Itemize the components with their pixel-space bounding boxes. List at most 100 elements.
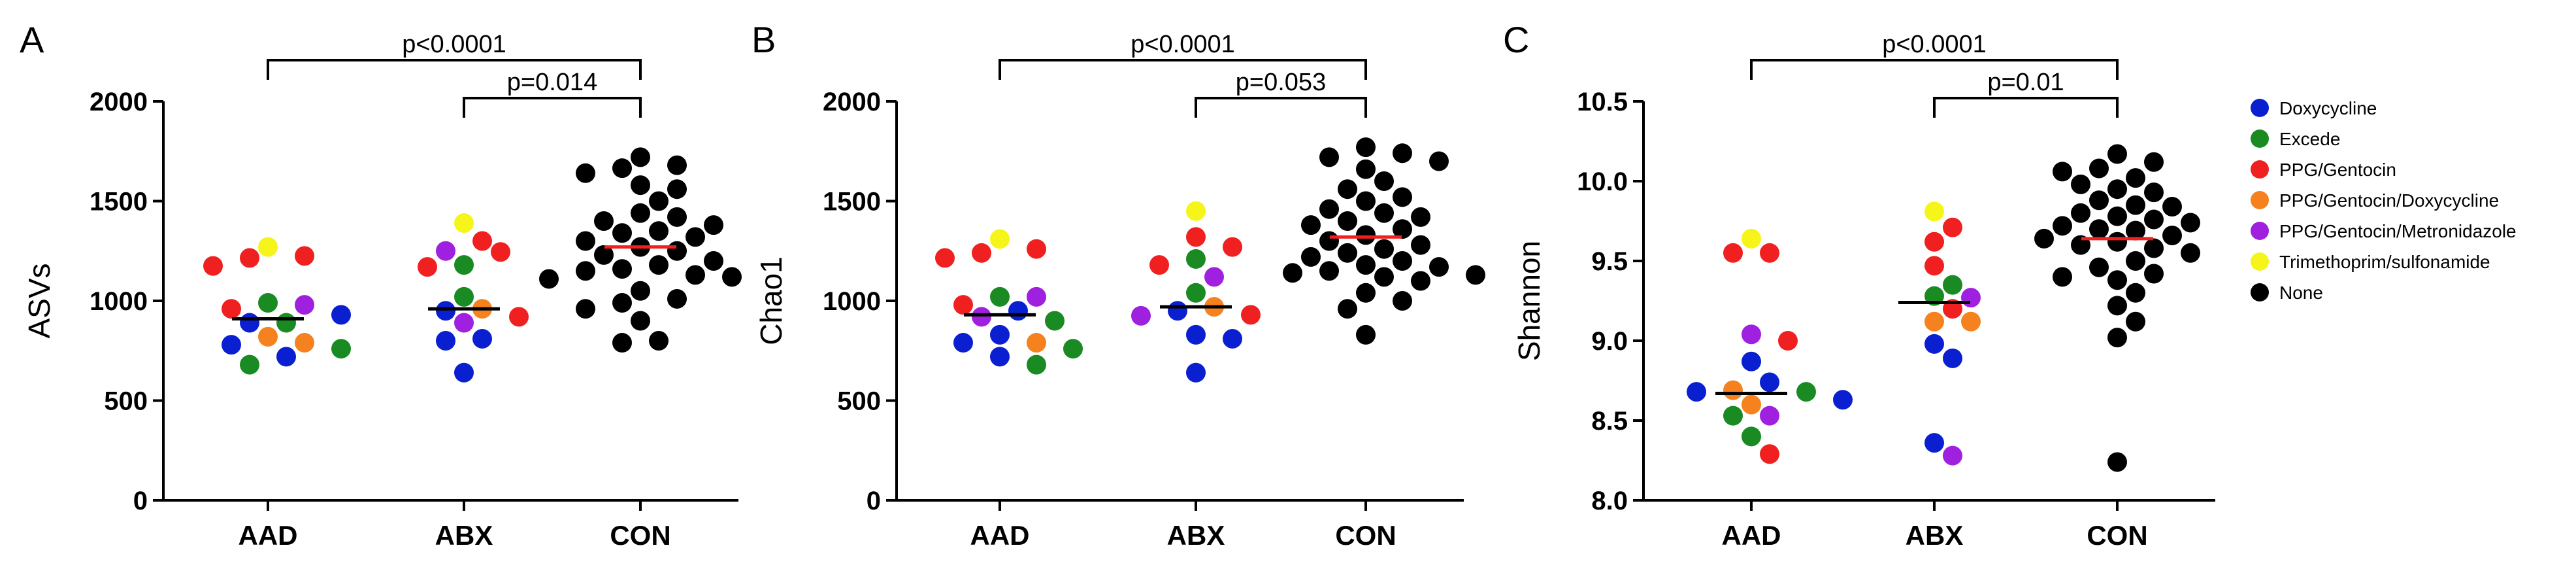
- data-point-con: [2053, 162, 2072, 182]
- data-point-aad: [990, 229, 1010, 249]
- legend-label: Doxycycline: [2279, 98, 2377, 118]
- data-point-con: [2126, 220, 2145, 241]
- data-point-con: [1319, 147, 1339, 167]
- legend-label: None: [2279, 283, 2323, 303]
- data-point-con: [631, 281, 650, 301]
- data-point-aad: [972, 243, 991, 263]
- data-point-aad: [295, 295, 314, 315]
- data-point-abx: [454, 286, 474, 307]
- data-point-con: [576, 261, 595, 281]
- data-point-con: [631, 175, 650, 196]
- p-value-label: p<0.0001: [402, 31, 506, 58]
- data-point-aad: [240, 313, 259, 333]
- data-point-aad: [1687, 382, 1706, 402]
- data-point-abx: [509, 307, 529, 327]
- data-point-con: [2071, 203, 2090, 223]
- x-tick-label: AAD: [1722, 520, 1781, 551]
- data-point-aad: [222, 335, 241, 355]
- p-value-label: p=0.01: [1987, 69, 2064, 96]
- data-point-aad: [1833, 390, 1853, 410]
- y-tick-label: 0: [133, 487, 148, 515]
- data-point-con: [1429, 151, 1449, 171]
- data-point-con: [2144, 182, 2164, 203]
- data-point-aad: [1760, 243, 1779, 263]
- data-point-con: [1393, 143, 1412, 164]
- data-point-abx: [491, 242, 510, 262]
- data-point-aad: [203, 256, 223, 276]
- data-point-aad: [1778, 331, 1798, 351]
- data-point-con: [2181, 213, 2200, 233]
- data-point-con: [2126, 168, 2145, 188]
- data-point-aad: [990, 286, 1010, 307]
- data-point-con: [667, 241, 687, 261]
- data-point-con: [2126, 283, 2145, 303]
- data-point-abx: [454, 213, 474, 233]
- legend-marker: [2251, 129, 2269, 148]
- data-point-abx: [1204, 267, 1224, 287]
- panel-letter: C: [1503, 19, 1529, 60]
- p-value-label: p=0.014: [507, 69, 597, 96]
- data-point-con: [576, 231, 595, 251]
- data-point-con: [667, 207, 687, 227]
- data-point-con: [1319, 261, 1339, 281]
- data-point-con: [631, 203, 650, 223]
- data-point-con: [2144, 152, 2164, 172]
- data-point-aad: [1742, 351, 1761, 371]
- x-tick-label: ABX: [1906, 520, 1964, 551]
- data-point-aad: [222, 299, 241, 319]
- data-point-con: [2053, 267, 2072, 287]
- y-tick-label: 8.0: [1591, 487, 1628, 515]
- y-tick-label: 8.5: [1591, 407, 1628, 436]
- legend-marker: [2251, 99, 2269, 117]
- data-point-aad: [1742, 228, 1761, 249]
- significance-bracket: [1933, 97, 2119, 118]
- data-point-abx: [1961, 288, 1981, 308]
- data-point-con: [704, 251, 723, 271]
- significance-bracket: [267, 59, 642, 80]
- data-point-abx: [1924, 232, 1944, 252]
- data-point-con: [1393, 187, 1412, 207]
- legend-marker: [2251, 191, 2269, 209]
- data-point-con: [1374, 203, 1394, 223]
- data-point-aad: [1008, 301, 1028, 321]
- data-point-aad: [990, 347, 1010, 367]
- data-point-aad: [276, 313, 296, 333]
- legend-marker: [2251, 222, 2269, 240]
- data-point-con: [1301, 247, 1321, 267]
- data-point-aad: [1027, 354, 1046, 375]
- legend-marker: [2251, 283, 2269, 302]
- data-point-abx: [1186, 324, 1206, 345]
- data-point-aad: [331, 339, 351, 359]
- data-point-aad: [953, 295, 973, 315]
- data-point-con: [649, 191, 669, 211]
- data-point-con: [594, 211, 614, 231]
- y-axis-label: ASVs: [22, 263, 56, 338]
- data-point-abx: [436, 301, 455, 321]
- legend-label: Trimethoprim/sulfonamide: [2279, 252, 2490, 272]
- data-point-con: [2107, 296, 2127, 316]
- data-point-con: [2126, 195, 2145, 215]
- data-point-aad: [1742, 426, 1761, 447]
- y-tick-label: 500: [104, 387, 148, 416]
- data-point-con: [2107, 144, 2127, 164]
- data-point-con: [2126, 311, 2145, 332]
- data-point-aad: [295, 333, 314, 353]
- p-value-label: p=0.053: [1236, 69, 1326, 96]
- data-point-abx: [1924, 334, 1944, 354]
- y-axis-label: Chao1: [754, 256, 788, 345]
- data-point-con: [1283, 263, 1302, 283]
- data-point-con: [631, 147, 650, 167]
- data-point-abx: [1223, 328, 1242, 349]
- data-point-abx: [436, 241, 455, 261]
- data-point-abx: [1924, 433, 1944, 453]
- data-point-con: [2144, 264, 2164, 284]
- data-point-abx: [1131, 305, 1151, 326]
- data-point-con: [1338, 179, 1357, 199]
- data-point-con: [1374, 267, 1394, 287]
- data-point-con: [1319, 199, 1339, 219]
- data-point-abx: [454, 362, 474, 383]
- data-point-abx: [1924, 256, 1944, 276]
- data-point-con: [2144, 238, 2164, 258]
- p-value-label: p<0.0001: [1882, 31, 1987, 58]
- data-point-aad: [1723, 405, 1743, 426]
